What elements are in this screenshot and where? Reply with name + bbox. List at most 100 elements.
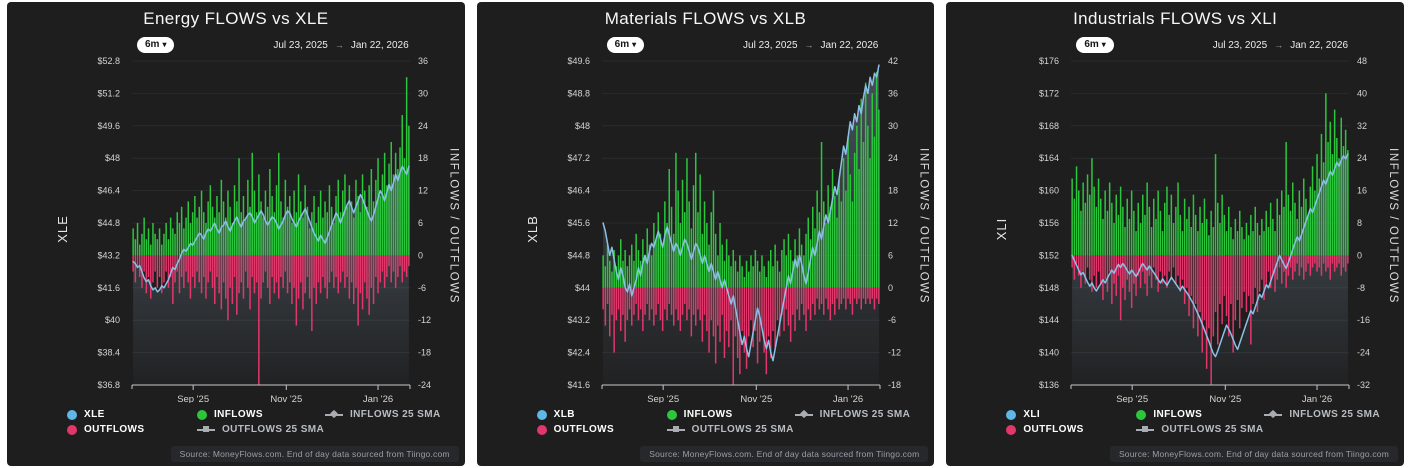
svg-text:$160: $160 [1039, 186, 1059, 196]
legend-label: INFLOWS 25 SMA [350, 409, 441, 420]
range-selector-button[interactable]: 6m ▾ [606, 37, 645, 53]
svg-text:$176: $176 [1039, 56, 1059, 66]
legend-item-outflow-sma[interactable]: OUTFLOWS 25 SMA [1136, 424, 1264, 435]
range-label: 6m [1084, 39, 1099, 50]
date-start: Jul 23, 2025 [273, 39, 328, 51]
svg-text:48: 48 [1357, 56, 1367, 66]
svg-text:$48.8: $48.8 [567, 88, 590, 98]
legend-item-outflow-sma[interactable]: OUTFLOWS 25 SMA [197, 424, 325, 435]
svg-text:Jan '26: Jan '26 [1302, 394, 1332, 403]
svg-text:18: 18 [418, 153, 428, 163]
legend-item-outflows[interactable]: OUTFLOWS [536, 424, 667, 435]
page-title: Energy FLOWS vs XLE [143, 9, 329, 28]
chart-header: 6m ▾ Jul 23, 2025 → Jan 22, 2026 [606, 36, 878, 54]
svg-text:-8: -8 [1357, 283, 1365, 293]
svg-text:$44.8: $44.8 [97, 218, 120, 228]
inflow-sma-marker-icon [325, 413, 343, 416]
svg-text:$140: $140 [1039, 348, 1059, 358]
legend-label: XLB [553, 409, 575, 420]
svg-text:$42.4: $42.4 [567, 348, 590, 358]
svg-text:16: 16 [1357, 186, 1367, 196]
svg-text:-18: -18 [418, 348, 431, 358]
legend-item-inflow-sma[interactable]: INFLOWS 25 SMA [1264, 409, 1404, 420]
svg-text:-24: -24 [418, 380, 431, 390]
svg-text:18: 18 [888, 186, 898, 196]
svg-text:$52.8: $52.8 [97, 56, 120, 66]
legend-label: INFLOWS [1153, 409, 1203, 420]
svg-text:40: 40 [1357, 88, 1367, 98]
svg-text:$43.2: $43.2 [97, 250, 120, 260]
inflow-sma-marker-icon [794, 413, 813, 416]
outflow-sma-marker-icon [197, 426, 215, 432]
svg-text:-12: -12 [418, 315, 431, 325]
legend-label: INFLOWS [683, 409, 733, 420]
legend-label: OUTFLOWS [1023, 424, 1084, 435]
range-selector-button[interactable]: 6m ▾ [1076, 37, 1114, 53]
legend-label: OUTFLOWS 25 SMA [1161, 424, 1264, 435]
inflows-dot-icon [666, 409, 677, 420]
legend-item-inflow-sma[interactable]: INFLOWS 25 SMA [794, 409, 935, 420]
flows-chart[interactable]: $49.6 $48.8 $48 $47.2 $46.4 $45.6 $44.8 $44 $43.… [477, 55, 935, 403]
date-range[interactable]: Jul 23, 2025 → Jan 22, 2026 [273, 40, 408, 51]
legend-item-inflow-sma[interactable]: INFLOWS 25 SMA [325, 409, 465, 420]
legend-item-inflows[interactable]: INFLOWS [666, 409, 795, 420]
svg-text:30: 30 [888, 121, 898, 131]
svg-text:$47.2: $47.2 [567, 153, 590, 163]
chart-panel-materials: Materials FLOWS vs XLB 6m ▾ Jul 23, 2025… [476, 2, 935, 466]
outflows-dot-icon [536, 424, 547, 435]
svg-text:$46.4: $46.4 [97, 186, 120, 196]
svg-text:$164: $164 [1039, 153, 1059, 163]
svg-text:24: 24 [1357, 153, 1367, 163]
flows-chart[interactable]: $52.8 $51.2 $49.6 $48 $46.4 $44.8 $43.2 $41.6 $4… [7, 55, 465, 403]
price-dot-icon [1006, 409, 1017, 420]
legend-item-inflows[interactable]: INFLOWS [1136, 409, 1264, 420]
date-range[interactable]: Jul 23, 2025 → Jan 22, 2026 [1213, 40, 1348, 51]
svg-text:-32: -32 [1357, 380, 1370, 390]
range-selector-button[interactable]: 6m ▾ [137, 37, 175, 53]
inflows-dot-icon [1136, 409, 1147, 420]
chart-header: 6m ▾ Jul 23, 2025 → Jan 22, 2026 [1076, 36, 1348, 54]
outflows-dot-icon [67, 424, 77, 435]
legend-item-outflow-sma[interactable]: OUTFLOWS 25 SMA [666, 424, 795, 435]
legend-item-outflows[interactable]: OUTFLOWS [67, 424, 197, 435]
legend-item-price[interactable]: XLI [1006, 409, 1136, 420]
legend-item-price[interactable]: XLE [67, 409, 197, 420]
page-title: Materials FLOWS vs XLB [604, 9, 807, 28]
date-end: Jan 22, 2026 [350, 39, 409, 51]
chart-area: $52.8 $51.2 $49.6 $48 $46.4 $44.8 $43.2 $41.6 $4… [7, 55, 465, 403]
date-range[interactable]: Jul 23, 2025 → Jan 22, 2026 [743, 40, 878, 51]
svg-text:42: 42 [888, 56, 898, 66]
svg-text:-16: -16 [1357, 315, 1370, 325]
legend: XLI INFLOWS INFLOWS 25 SMA OUTFLOWS OUTF… [1006, 409, 1404, 435]
svg-text:0: 0 [888, 283, 893, 293]
svg-text:-6: -6 [418, 283, 426, 293]
legend-item-price[interactable]: XLB [536, 409, 667, 420]
svg-text:$38.4: $38.4 [97, 348, 120, 358]
chevron-down-icon: ▾ [162, 39, 167, 49]
svg-text:0: 0 [1357, 250, 1362, 260]
svg-text:$168: $168 [1039, 121, 1059, 131]
svg-text:$148: $148 [1039, 283, 1059, 293]
svg-text:$156: $156 [1039, 218, 1059, 228]
legend-item-outflows[interactable]: OUTFLOWS [1006, 424, 1136, 435]
outflow-sma-marker-icon [1136, 426, 1155, 432]
legend-item-inflows[interactable]: INFLOWS [197, 409, 325, 420]
svg-text:0: 0 [418, 250, 423, 260]
legend-label: OUTFLOWS 25 SMA [222, 424, 325, 435]
page-title: Industrials FLOWS vs XLI [1073, 9, 1278, 28]
svg-text:6: 6 [418, 218, 423, 228]
svg-text:$36.8: $36.8 [97, 380, 120, 390]
legend-label: INFLOWS 25 SMA [1289, 409, 1380, 420]
date-end: Jan 22, 2026 [1290, 39, 1349, 51]
svg-text:Nov '25: Nov '25 [740, 394, 772, 403]
legend-label: INFLOWS 25 SMA [819, 409, 911, 420]
legend-label: OUTFLOWS [553, 424, 615, 435]
svg-text:$49.6: $49.6 [97, 121, 120, 131]
date-end: Jan 22, 2026 [820, 39, 879, 51]
svg-text:$43.2: $43.2 [567, 315, 590, 325]
svg-text:$41.6: $41.6 [567, 380, 590, 390]
svg-text:$172: $172 [1039, 88, 1059, 98]
date-start: Jul 23, 2025 [1212, 39, 1268, 51]
price-dot-icon [536, 409, 547, 420]
flows-chart[interactable]: $176 $172 $168 $164 $160 $156 $152 $148 $144 $140… [946, 55, 1404, 403]
